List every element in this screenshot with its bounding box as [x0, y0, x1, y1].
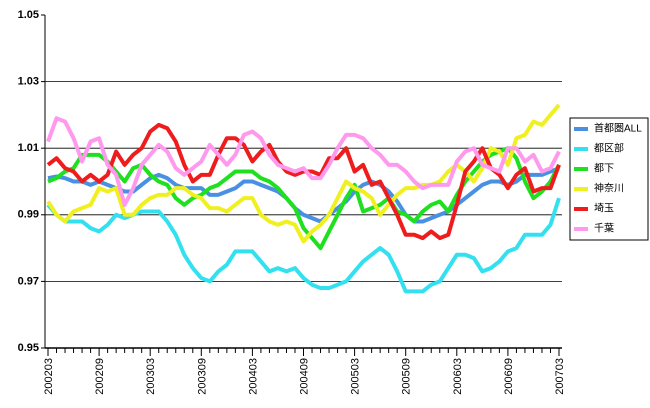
- x-tick-label: 200403: [247, 358, 259, 395]
- legend-label: 都下: [594, 163, 614, 175]
- x-tick-label: 200509: [401, 358, 413, 395]
- x-tick-label: 200309: [196, 358, 208, 395]
- x-tick-label: 200209: [94, 358, 106, 395]
- legend-label: 都区部: [594, 142, 624, 155]
- series-line: [47, 146, 561, 251]
- x-tick-label: 200303: [145, 358, 157, 395]
- legend-label: 千葉: [594, 222, 614, 235]
- x-tick-label: 200409: [299, 358, 311, 395]
- legend-box: [569, 117, 649, 241]
- x-tick-label: 200609: [503, 358, 515, 395]
- legend-label: 埼玉: [594, 202, 614, 215]
- y-tick-label: 1.05: [18, 9, 39, 21]
- y-tick-label: 0.99: [18, 209, 39, 221]
- legend-label: 神奈川: [594, 182, 624, 195]
- y-tick-label: 0.95: [18, 342, 39, 354]
- x-tick-label: 200603: [452, 358, 464, 395]
- y-tick-label: 0.97: [18, 275, 39, 287]
- x-tick-label: 200503: [350, 358, 362, 395]
- x-tick-label: 200203: [43, 358, 55, 395]
- series-line: [46, 122, 561, 241]
- y-tick-label: 1.01: [18, 142, 39, 154]
- legend-label: 首都圏ALL: [594, 122, 642, 135]
- series-line: [46, 103, 561, 244]
- x-tick-label: 200703: [554, 358, 566, 395]
- y-tick-label: 1.03: [18, 76, 39, 88]
- series-line: [46, 116, 561, 207]
